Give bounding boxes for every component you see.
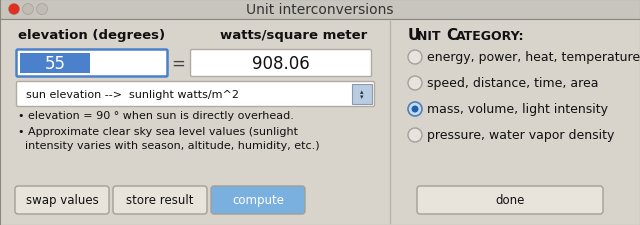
FancyBboxPatch shape: [0, 0, 640, 20]
Text: 908.06: 908.06: [252, 55, 310, 73]
Text: done: done: [495, 194, 525, 207]
Text: 55: 55: [45, 55, 65, 73]
FancyBboxPatch shape: [15, 186, 109, 214]
FancyBboxPatch shape: [17, 82, 374, 107]
Text: sun elevation -->  sunlight watts/m^2: sun elevation --> sunlight watts/m^2: [26, 90, 239, 99]
FancyBboxPatch shape: [20, 54, 90, 74]
Circle shape: [408, 77, 422, 91]
Circle shape: [412, 106, 419, 113]
Text: U: U: [408, 28, 420, 43]
Text: elevation (degrees): elevation (degrees): [18, 29, 165, 42]
FancyBboxPatch shape: [211, 186, 305, 214]
Text: ATEGORY:: ATEGORY:: [456, 29, 525, 42]
FancyBboxPatch shape: [191, 50, 371, 77]
Text: swap values: swap values: [26, 194, 99, 207]
Circle shape: [8, 4, 19, 16]
Text: ▴
▾: ▴ ▾: [360, 89, 364, 100]
Text: =: =: [171, 55, 185, 73]
Text: NIT: NIT: [417, 29, 445, 42]
FancyBboxPatch shape: [0, 20, 640, 225]
Text: energy, power, heat, temperature: energy, power, heat, temperature: [427, 51, 640, 64]
Text: • Approximate clear sky sea level values (sunlight: • Approximate clear sky sea level values…: [18, 126, 298, 136]
Text: C: C: [446, 28, 457, 43]
Text: Unit interconversions: Unit interconversions: [246, 3, 394, 17]
FancyBboxPatch shape: [113, 186, 207, 214]
Text: intensity varies with season, altitude, humidity, etc.): intensity varies with season, altitude, …: [18, 140, 319, 150]
Circle shape: [408, 128, 422, 142]
Text: compute: compute: [232, 194, 284, 207]
Circle shape: [408, 51, 422, 65]
FancyBboxPatch shape: [352, 85, 372, 105]
Text: store result: store result: [126, 194, 194, 207]
FancyBboxPatch shape: [417, 186, 603, 214]
Text: mass, volume, light intensity: mass, volume, light intensity: [427, 103, 608, 116]
Circle shape: [22, 4, 33, 16]
Text: watts/square meter: watts/square meter: [220, 29, 367, 42]
Circle shape: [36, 4, 47, 16]
Text: pressure, water vapor density: pressure, water vapor density: [427, 129, 614, 142]
Text: speed, distance, time, area: speed, distance, time, area: [427, 77, 598, 90]
Text: • elevation = 90 ° when sun is directly overhead.: • elevation = 90 ° when sun is directly …: [18, 110, 294, 120]
Circle shape: [408, 103, 422, 117]
FancyBboxPatch shape: [17, 50, 168, 77]
